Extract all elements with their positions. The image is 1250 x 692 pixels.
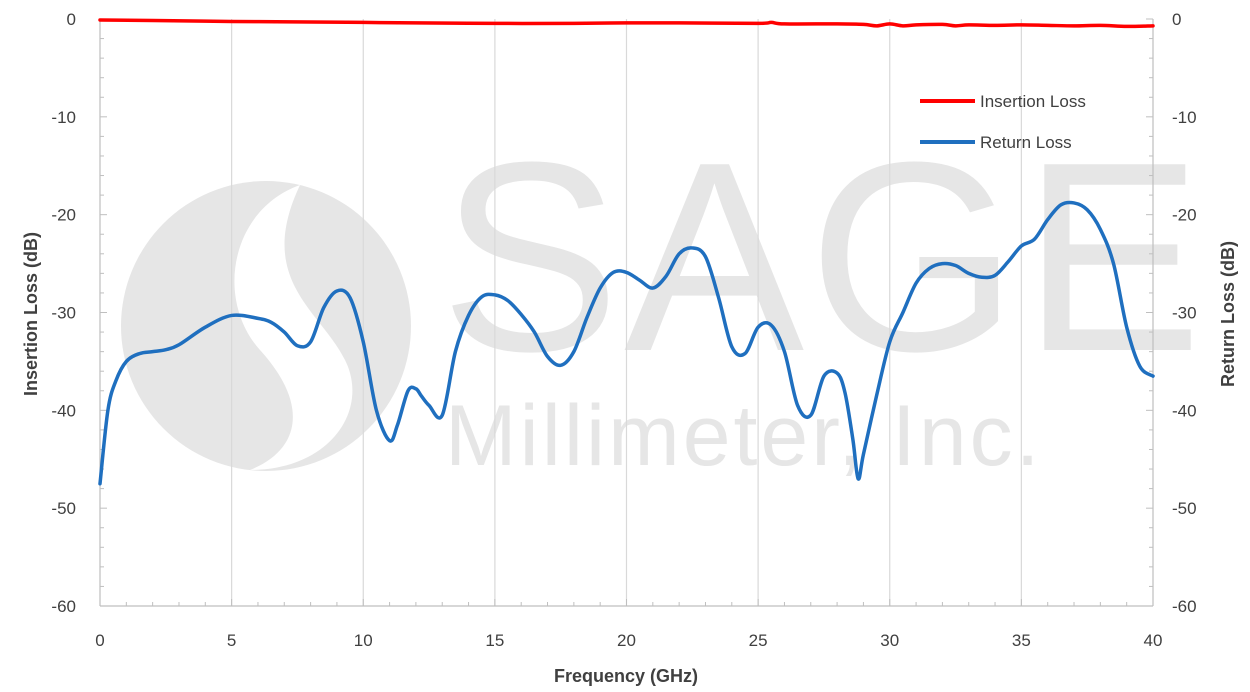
x-tick-labels: 0 5 10 15 20 25 30 35 40 xyxy=(95,631,1162,650)
legend-label-insertion-loss: Insertion Loss xyxy=(980,92,1086,111)
y-tick-label: -30 xyxy=(51,304,76,323)
x-tick-label: 30 xyxy=(880,631,899,650)
x-tick-label: 15 xyxy=(485,631,504,650)
y2-tick-label: -50 xyxy=(1172,499,1197,518)
x-tick-label: 40 xyxy=(1144,631,1163,650)
y2-tick-label: -40 xyxy=(1172,401,1197,420)
y2-tick-labels: 0 -10 -20 -30 -40 -50 -60 xyxy=(1172,10,1197,616)
y-tick-label: 0 xyxy=(67,10,76,29)
y-tick-label: -60 xyxy=(51,597,76,616)
grid xyxy=(231,19,1022,606)
legend: Insertion Loss Return Loss xyxy=(920,92,1086,152)
y2-tick-label: -30 xyxy=(1172,304,1197,323)
watermark-text-sub: Millimeter, Inc. xyxy=(445,388,1043,484)
x-tick-label: 35 xyxy=(1012,631,1031,650)
series-line-return-loss xyxy=(98,200,1155,486)
series-line-insertion-loss xyxy=(98,18,1155,29)
x-tick-label: 10 xyxy=(354,631,373,650)
y-tick-label: -40 xyxy=(51,401,76,420)
y-tick-label: -20 xyxy=(51,206,76,225)
y2-axis-title: Return Loss (dB) xyxy=(1218,241,1238,387)
watermark-text-main: SAGE xyxy=(440,107,1206,408)
axes xyxy=(99,18,1154,607)
y2-tick-label: -60 xyxy=(1172,597,1197,616)
x-tick-label: 0 xyxy=(95,631,104,650)
x-tick-label: 25 xyxy=(749,631,768,650)
y-tick-labels: 0 -10 -20 -30 -40 -50 -60 xyxy=(51,10,76,616)
y-axis-title: Insertion Loss (dB) xyxy=(21,232,41,396)
y-tick-label: -50 xyxy=(51,499,76,518)
y2-tick-label: -20 xyxy=(1172,206,1197,225)
legend-label-return-loss: Return Loss xyxy=(980,133,1072,152)
y2-tick-label: 0 xyxy=(1172,10,1181,29)
watermark-logo-swirl xyxy=(234,185,353,470)
x-tick-label: 5 xyxy=(227,631,236,650)
x-axis-title: Frequency (GHz) xyxy=(554,666,698,686)
series-group xyxy=(98,18,1155,486)
watermark-logo: SAGE Millimeter, Inc. xyxy=(121,107,1206,484)
x-tick-label: 20 xyxy=(617,631,636,650)
y-tick-label: -10 xyxy=(51,108,76,127)
y2-tick-label: -10 xyxy=(1172,108,1197,127)
